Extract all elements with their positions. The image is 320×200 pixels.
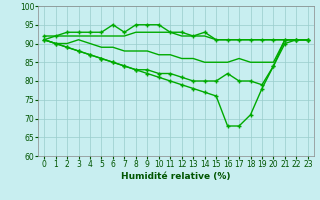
- X-axis label: Humidité relative (%): Humidité relative (%): [121, 172, 231, 181]
